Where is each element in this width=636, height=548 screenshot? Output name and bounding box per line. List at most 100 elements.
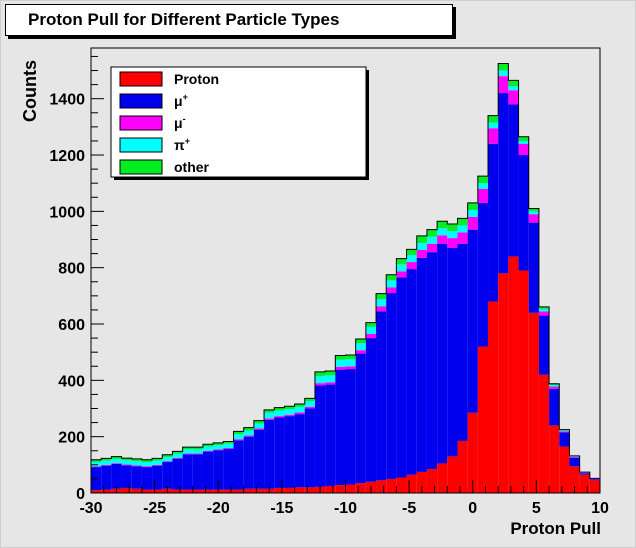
y-tick-label: 200 [58, 430, 85, 447]
bar-mu_plus-39 [488, 143, 499, 302]
bar-pi_plus-34 [437, 228, 448, 236]
bar-other-41 [508, 80, 519, 87]
bar-mu_minus-6 [152, 464, 163, 466]
bar-pi_plus-3 [121, 460, 132, 465]
bar-other-2 [111, 456, 122, 459]
bar-pi_plus-30 [396, 264, 407, 272]
bar-other-20 [294, 404, 305, 407]
bar-mu_minus-22 [314, 383, 326, 386]
legend-label-other: other [174, 159, 210, 175]
bar-mu_plus-23 [325, 384, 336, 486]
bar-other-1 [101, 458, 112, 461]
bar-mu_minus-10 [192, 453, 203, 455]
bar-mu_plus-32 [416, 257, 427, 472]
bar-mu_minus-26 [355, 350, 366, 354]
legend-swatch-Proton [119, 71, 163, 87]
bar-mu_plus-21 [304, 408, 315, 488]
bar-mu_plus-33 [426, 252, 438, 470]
bar-pi_plus-17 [264, 412, 275, 419]
bar-mu_minus-30 [396, 271, 407, 278]
bar-other-24 [335, 355, 346, 360]
bar-mu_plus-27 [365, 338, 377, 482]
bar-other-43 [528, 208, 539, 212]
bar-mu_plus-25 [345, 369, 356, 485]
bar-pi_plus-42 [518, 140, 529, 144]
bar-mu_plus-24 [335, 369, 346, 486]
bar-Proton-43 [528, 312, 539, 493]
bar-mu_minus-24 [335, 366, 346, 370]
bar-Proton-26 [355, 483, 366, 493]
bar-Proton-11 [202, 489, 214, 493]
bar-mu_plus-1 [101, 465, 112, 490]
bar-pi_plus-45 [549, 385, 560, 387]
bar-mu_plus-11 [202, 451, 214, 490]
bar-pi_plus-28 [376, 299, 387, 307]
bar-pi_plus-5 [141, 462, 153, 467]
bar-pi_plus-41 [508, 86, 519, 91]
bar-mu_plus-22 [314, 385, 326, 487]
bar-mu_minus-39 [488, 128, 499, 144]
bar-mu_minus-23 [325, 382, 336, 385]
bar-mu_minus-7 [162, 461, 173, 463]
bar-Proton-13 [223, 489, 234, 493]
bar-pi_plus-4 [131, 461, 142, 466]
x-tick-label: -25 [143, 500, 166, 517]
y-tick-label: 800 [58, 261, 85, 278]
bar-pi_plus-1 [101, 460, 112, 465]
bar-mu_plus-14 [233, 440, 244, 490]
bar-mu_minus-33 [426, 243, 438, 253]
x-tick-label: -10 [334, 500, 357, 517]
bar-mu_minus-45 [549, 386, 560, 389]
bar-mu_plus-3 [121, 465, 132, 488]
bar-pi_plus-15 [243, 430, 254, 436]
bar-pi_plus-38 [477, 183, 489, 189]
bar-mu_plus-40 [498, 93, 509, 274]
legend-swatch-mu_plus [119, 93, 163, 109]
axes-group: -30 -25 -20 -15 -10 -5 0 5 10 0 200 400 600 800 1000 12… [49, 48, 609, 517]
bar-pi_plus-18 [274, 410, 285, 417]
bar-other-19 [284, 406, 295, 410]
bar-pi_plus-19 [284, 409, 295, 415]
bar-mu_plus-38 [477, 202, 489, 347]
bar-mu_minus-48 [579, 472, 590, 474]
x-axis-label: Proton Pull [510, 519, 601, 538]
bar-pi_plus-14 [233, 434, 244, 440]
bar-other-11 [202, 444, 214, 447]
bar-mu_plus-48 [579, 473, 590, 475]
bar-mu_minus-31 [406, 262, 417, 270]
legend-label-mu_minus: μ- [174, 114, 186, 131]
x-tick-label: 10 [591, 500, 609, 517]
bar-other-38 [477, 176, 489, 184]
bar-mu_plus-15 [243, 436, 254, 489]
bar-other-27 [365, 322, 377, 327]
bar-mu_minus-46 [559, 431, 570, 433]
y-tick-label: 600 [58, 317, 85, 334]
x-tick-label: -30 [79, 500, 102, 517]
bar-Proton-38 [477, 346, 489, 493]
bar-Proton-14 [233, 489, 244, 493]
bar-mu_minus-4 [131, 465, 142, 467]
bar-mu_minus-12 [213, 449, 224, 451]
bar-pi_plus-26 [355, 343, 366, 351]
bar-mu_plus-18 [274, 417, 285, 488]
bar-mu_minus-3 [121, 464, 132, 466]
bar-mu_plus-45 [549, 388, 560, 426]
bar-mu_minus-8 [172, 457, 183, 459]
bar-other-0 [91, 459, 102, 463]
bar-mu_minus-47 [569, 456, 580, 458]
bar-mu_minus-11 [202, 450, 214, 452]
bar-Proton-19 [284, 487, 295, 493]
bar-Proton-23 [325, 485, 336, 493]
bar-mu_plus-36 [457, 243, 468, 441]
bar-mu_plus-16 [253, 429, 265, 489]
bar-other-3 [121, 458, 132, 461]
bar-Proton-4 [131, 488, 142, 493]
bars-group [90, 62, 601, 493]
histogram-outline [90, 62, 601, 493]
y-tick-label: 1000 [49, 204, 85, 221]
bar-Proton-25 [345, 484, 356, 493]
bar-pi_plus-11 [202, 446, 214, 451]
bar-mu_minus-41 [508, 90, 519, 105]
bar-mu_plus-30 [396, 277, 407, 478]
